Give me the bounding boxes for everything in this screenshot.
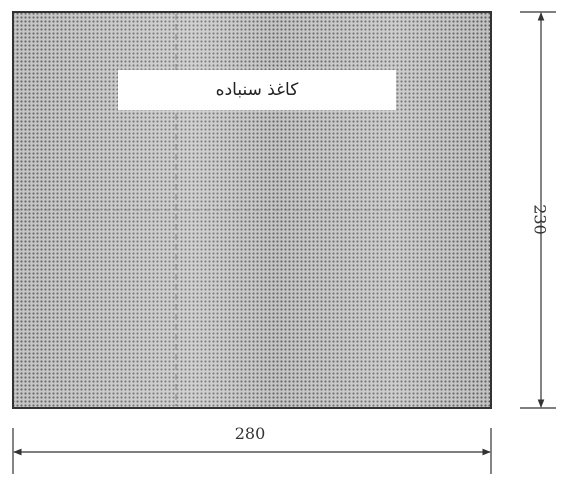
height-dimension-label: 230 [530,204,550,235]
sheet-label-box: کاغذ سنباده [118,70,396,110]
sheet-label: کاغذ سنباده [215,80,299,100]
width-dimension-label: 280 [234,424,266,443]
